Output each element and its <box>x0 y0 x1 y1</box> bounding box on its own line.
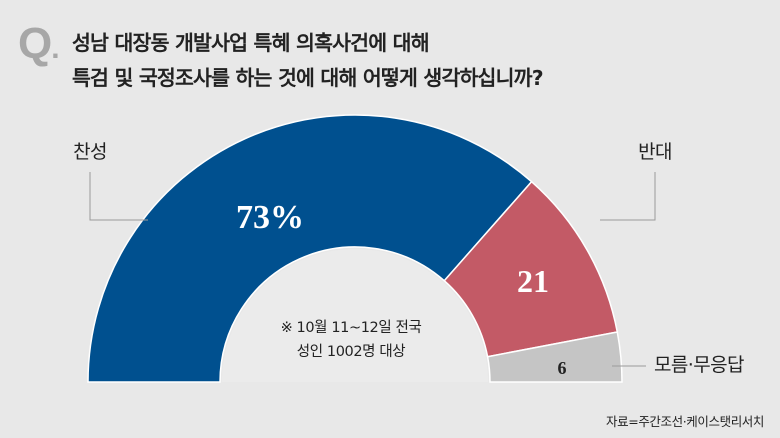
value-label-yes: 73% <box>236 199 304 236</box>
question-mark-icon: Q. <box>18 19 60 68</box>
source-credit: 자료=주간조선·케이스탯리서치 <box>606 414 764 429</box>
category-label-no: 반대 <box>638 141 672 163</box>
donut-inner-area <box>222 249 488 382</box>
leader-line-yes <box>89 172 148 221</box>
survey-note-line-1: ※ 10월 11~12일 전국 <box>280 320 422 336</box>
category-label-yes: 찬성 <box>73 141 107 163</box>
survey-note-line-2: 성인 1002명 대상 <box>296 344 406 360</box>
leader-line-no <box>600 172 656 221</box>
question-line-1: 성남 대장동 개발사업 특혜 의혹사건에 대해 <box>72 31 430 55</box>
category-label-unsure: 모름·무응답 <box>654 354 744 376</box>
survey-note: ※ 10월 11~12일 전국 성인 1002명 대상 <box>246 316 456 364</box>
question-title: 성남 대장동 개발사업 특혜 의혹사건에 대해 특검 및 국정조사를 하는 것에… <box>72 26 762 96</box>
slice-unsure <box>486 331 623 383</box>
question-line-2: 특검 및 국정조사를 하는 것에 대해 어떻게 생각하십니까? <box>72 66 544 90</box>
value-label-no: 21 <box>517 263 549 299</box>
value-label-unsure: 6 <box>558 358 567 378</box>
